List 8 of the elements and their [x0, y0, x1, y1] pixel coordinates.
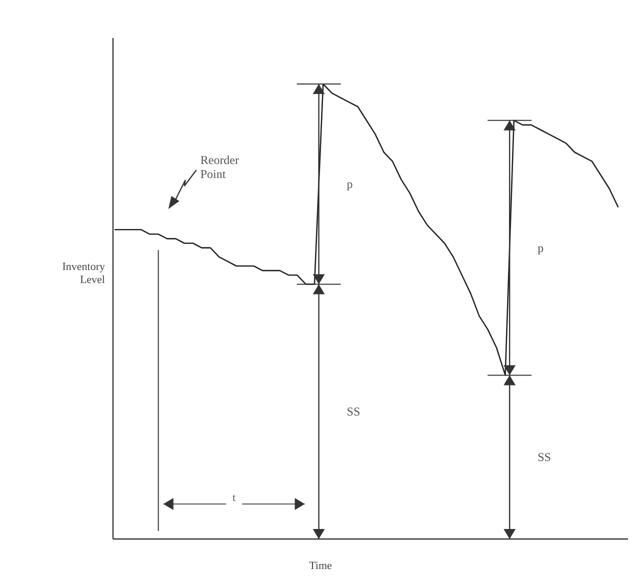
annotation: Reorder Point	[200, 153, 240, 181]
y-axis-title: Inventory Level	[62, 261, 106, 286]
annotation: SS	[538, 450, 551, 464]
x-axis-title: Time	[309, 560, 332, 572]
annotation: t	[232, 492, 236, 504]
annotation: p	[346, 177, 353, 192]
annotation: SS	[346, 404, 360, 419]
annotation: p	[538, 240, 544, 255]
